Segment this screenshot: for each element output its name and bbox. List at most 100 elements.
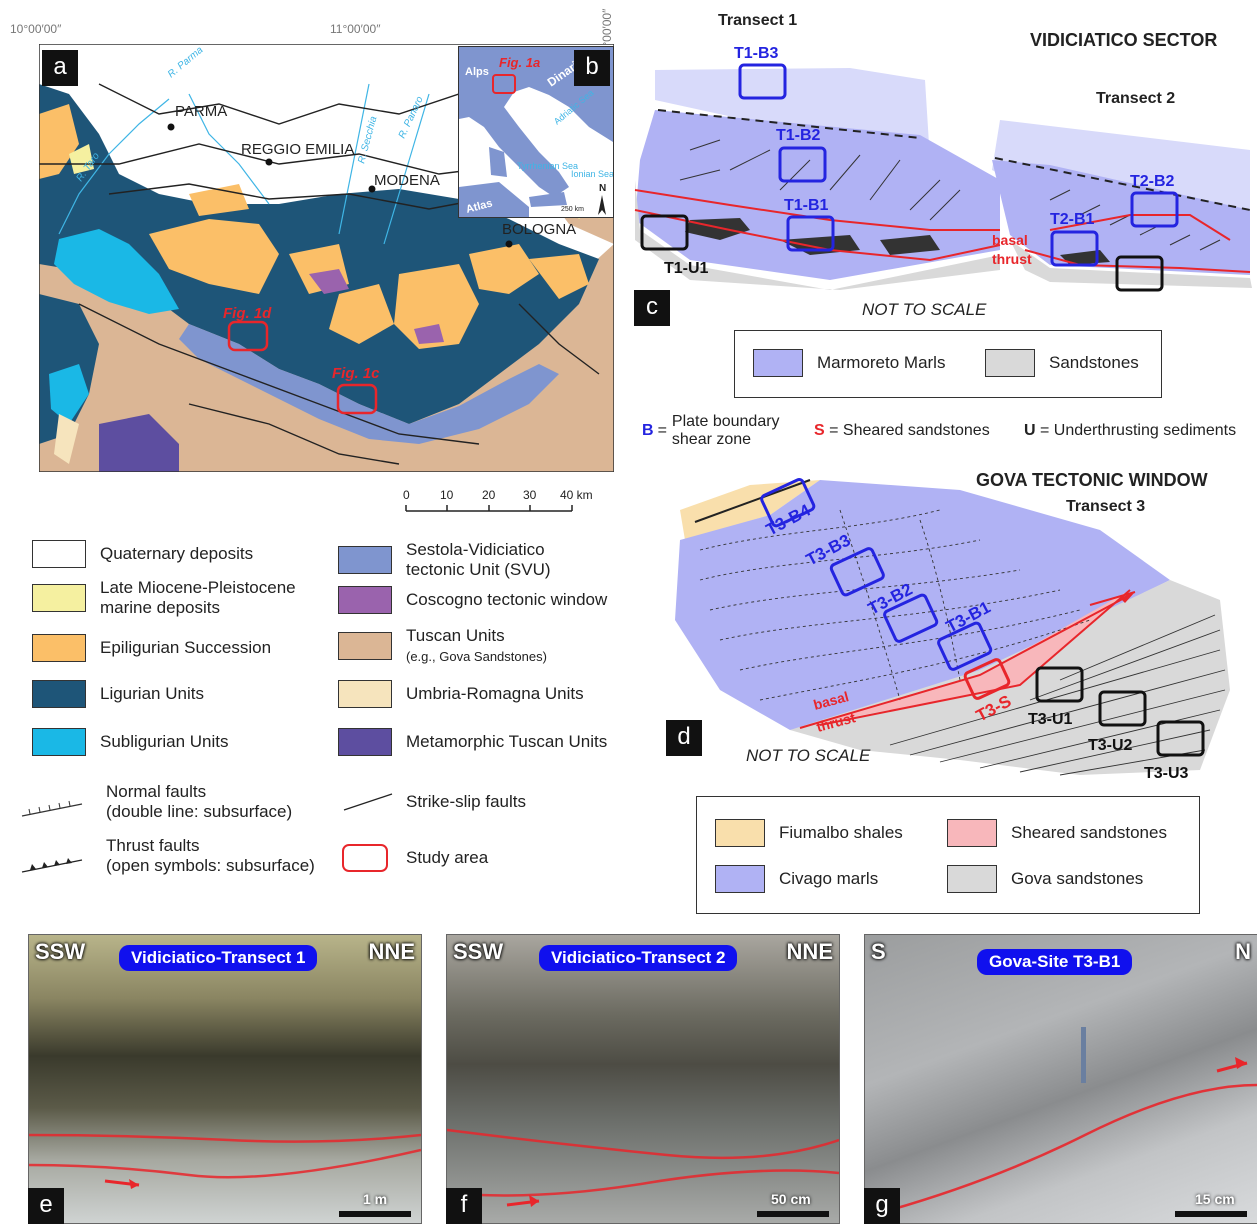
photo-f-scale: 50 cm [771, 1191, 811, 1207]
box-t3-b2 [883, 593, 939, 643]
cross-section-d-svg: T3-B4 T3-B3 T3-B2 T3-B1 T3-S T3-U1 T3-U2… [675, 478, 1230, 782]
legend-sandstones: Sandstones [985, 349, 1139, 377]
strike-slip-symbol-icon [343, 793, 393, 811]
legend-late-miocene: Late Miocene-Pleistocene marine deposits [32, 578, 296, 618]
box-t1-b2 [778, 146, 827, 183]
photo-g-tag: Gova-Site T3-B1 [977, 949, 1133, 975]
swatch-quaternary [32, 540, 86, 568]
inset-fig1a-box [492, 74, 516, 94]
study-area-label-1: Fig. 1c [332, 365, 380, 382]
civago-foliation [699, 509, 1091, 701]
panel-label-a: a [42, 50, 78, 86]
inset-scale-label: 250 km [561, 206, 584, 213]
box-t3-b4 [760, 478, 816, 528]
box-t2-u1 [1115, 255, 1164, 292]
panel-c-box-label-5: T2-B2 [1130, 173, 1175, 190]
swatch-umbria [338, 680, 392, 708]
panel-label-f: f [446, 1188, 482, 1224]
cross-section-d: T3-B4 T3-B3 T3-B2 T3-B1 T3-S T3-U1 T3-U2… [660, 470, 1257, 790]
swatch-gova [947, 865, 997, 893]
swatch-metamorphic [338, 728, 392, 756]
photo-f-tag: Vidiciatico-Transect 2 [539, 945, 738, 971]
legend-study-area: Study area [342, 844, 488, 872]
rivers [58, 83, 430, 245]
panel-d-title: GOVA TECTONIC WINDOW [976, 470, 1208, 490]
panel-d-box-label-6: T3-U2 [1088, 737, 1133, 754]
swatch-late-miocene [32, 584, 86, 612]
scale-tick-label-2: 20 [482, 488, 496, 502]
photo-g-scale: 15 cm [1195, 1191, 1235, 1207]
map-scale-bar: 0 10 20 30 40 km [400, 484, 600, 524]
photo-e-scale: 1 m [363, 1191, 388, 1207]
panel-c-thrust-label: thrust [992, 251, 1032, 267]
scale-tick-label-4: 40 km [560, 488, 593, 502]
box-t1-b3 [738, 63, 787, 100]
photo-g-right: N [1235, 939, 1251, 964]
box-t2-b1 [1050, 230, 1099, 267]
legend-fiumalbo: Fiumalbo shales [715, 819, 903, 847]
panel-label-g: g [864, 1188, 900, 1224]
key-b: B = Plate boundary shear zone [642, 413, 780, 448]
panel-c-box-label-4: T2-B1 [1050, 211, 1095, 228]
inset-label-4: Tyrrhenian Sea [517, 161, 578, 171]
panel-label-e: e [28, 1188, 64, 1224]
panel-label-d: d [666, 720, 702, 756]
panel-d-legend: Fiumalbo shales Sheared sandstones Civag… [696, 796, 1200, 914]
panel-c-basal-label: basal [992, 232, 1028, 248]
box-t1-u1 [640, 214, 689, 251]
swatch-epiligurian [32, 634, 86, 662]
photo-f-right: NNE [786, 939, 833, 964]
panel-c-title: VIDICIATICO SECTOR [1030, 30, 1218, 50]
swatch-fiumalbo [715, 819, 765, 847]
swatch-coscogno [338, 586, 392, 614]
box-t3-u1 [1035, 666, 1084, 703]
slip-arrow-g-icon [1235, 1057, 1247, 1069]
subligurian-units-area [54, 229, 179, 314]
longitude-label-1: 10°00′00″ [10, 22, 62, 36]
svu-area [179, 324, 559, 444]
photo-e-left: SSW [35, 939, 86, 964]
inset-label-0: Alps [465, 66, 489, 78]
panel-d-box-label-7: T3-U3 [1144, 765, 1189, 782]
inset-fig-label: Fig. 1a [499, 55, 540, 70]
panel-d-box-label-5: T3-U1 [1028, 711, 1073, 728]
panel-c-not-to-scale: NOT TO SCALE [862, 300, 987, 319]
legend-coscogno: Coscogno tectonic window [338, 586, 607, 614]
legend-marmoreto-marls: Marmoreto Marls [753, 349, 945, 377]
panel-c-box-label-0: T1-B3 [734, 45, 779, 62]
swatch-marmoreto [753, 349, 803, 377]
legend-ligurian: Ligurian Units [32, 680, 204, 708]
swatch-ligurian [32, 680, 86, 708]
swatch-tuscan [338, 632, 392, 660]
legend-quaternary: Quaternary deposits [32, 540, 253, 568]
cross-section-c: T1-B3 T1-B2 T1-B1 T1-U1 T2-B1 T2-B2 T2-U… [630, 40, 1257, 319]
inset-label-7: N [599, 183, 606, 194]
basal-thrust-d [799, 589, 1136, 729]
panel-c-box-label-3: T1-U1 [664, 260, 709, 277]
photo-f-left: SSW [453, 939, 504, 964]
photo-g: S N Gova-Site T3-B1 15 cm [864, 934, 1257, 1224]
city-label-2: MODENA [374, 172, 440, 189]
longitude-label-2: 11°00′00″ [330, 22, 381, 36]
legend-epiligurian: Epiligurian Succession [32, 634, 271, 662]
legend-metamorphic: Metamorphic Tuscan Units [338, 728, 607, 756]
legend-civago-marls: Civago marls [715, 865, 878, 893]
study-area-label-0: Fig. 1d [223, 305, 272, 322]
legend-tuscan: Tuscan Units (e.g., Gova Sandstones) [338, 626, 547, 666]
box-t3-b3 [829, 547, 885, 597]
swatch-sheared [947, 819, 997, 847]
panel-label-c: c [634, 290, 670, 326]
panel-c-legend: Marmoreto Marls Sandstones [734, 330, 1162, 398]
transect-1-label: Transect 1 [718, 12, 798, 29]
panel-c-box-label-2: T1-B1 [784, 197, 829, 214]
transect-2-label: Transect 2 [1096, 90, 1176, 107]
cities: PARMA REGGIO EMILIA MODENA BOLOGNA [167, 103, 576, 248]
city-label-3: BOLOGNA [502, 221, 576, 238]
scale-tick-label-0: 0 [403, 488, 410, 502]
box-t1-b1 [786, 215, 835, 252]
legend-svu: Sestola-Vidiciatico tectonic Unit (SVU) [338, 540, 551, 580]
panel-label-b: b [574, 50, 610, 86]
city-label-1: REGGIO EMILIA [241, 141, 354, 158]
legend-gova-sandstones: Gova sandstones [947, 865, 1143, 893]
study-area-symbol-icon [342, 844, 388, 872]
